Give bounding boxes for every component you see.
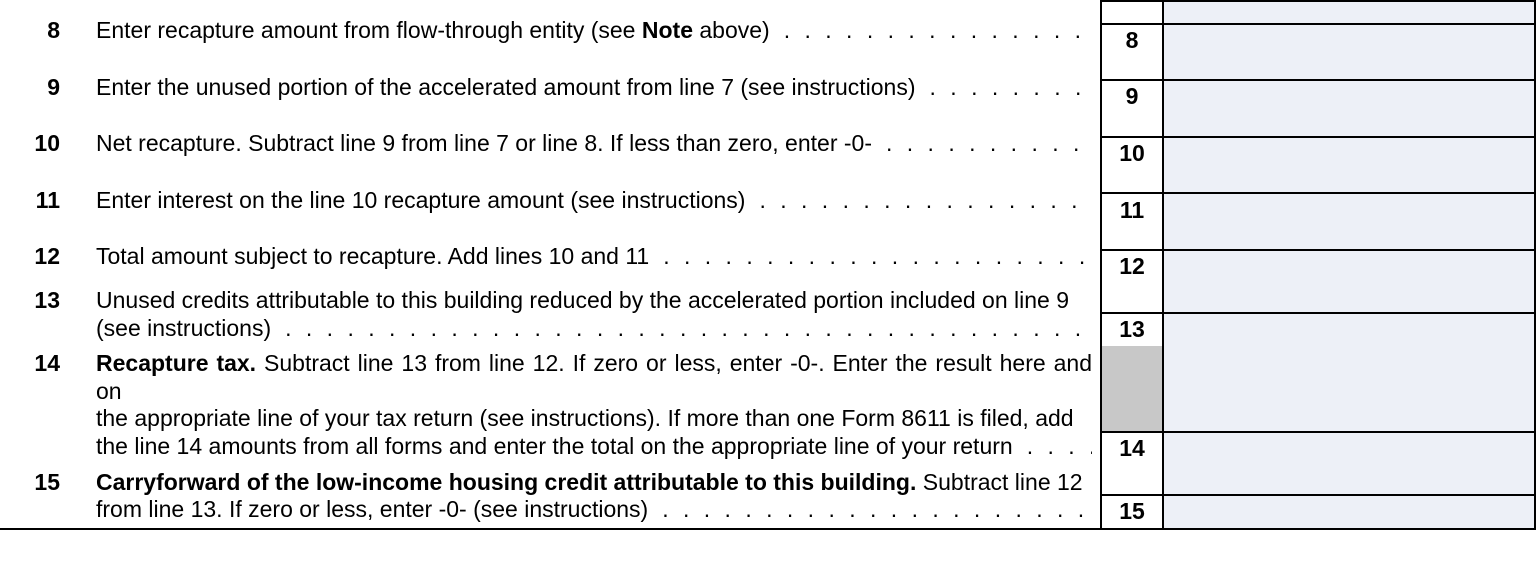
line-9-row: 9 Enter the unused portion of the accele…: [0, 57, 1536, 114]
line-15-text-line1-post: Subtract line 12: [916, 469, 1082, 495]
line-15-row: 15 Carryforward of the low-income housin…: [0, 465, 1536, 530]
line-12-amount[interactable]: [1164, 251, 1534, 283]
line-9-amount-col: [1164, 57, 1536, 114]
line-12-text: Total amount subject to recapture. Add l…: [96, 243, 649, 269]
line-11-text: Enter interest on the line 10 recapture …: [96, 187, 745, 213]
line-13-row: 13 Unused credits attributable to this b…: [0, 283, 1536, 346]
line-15-amount-col: [1164, 465, 1536, 528]
line-9-text-wrap: Enter the unused portion of the accelera…: [64, 57, 1100, 114]
line-12-text-wrap: Total amount subject to recapture. Add l…: [64, 226, 1100, 283]
line-10-text-wrap: Net recapture. Subtract line 9 from line…: [64, 113, 1100, 170]
line-8-text-bold: Note: [642, 17, 693, 43]
line-15-box-label: 15: [1102, 496, 1162, 528]
line-12-row: 12 Total amount subject to recapture. Ad…: [0, 226, 1536, 283]
line-13-text-wrap: Unused credits attributable to this buil…: [64, 283, 1100, 346]
line-14-row: 14 Recapture tax. Subtract line 13 from …: [0, 346, 1536, 464]
line-10-row: 10 Net recapture. Subtract line 9 from l…: [0, 113, 1536, 170]
line-15-number: 15: [0, 465, 64, 528]
line-10-label-box: 10: [1100, 113, 1164, 170]
line-9-text: Enter the unused portion of the accelera…: [96, 74, 916, 100]
line-8-amount[interactable]: [1164, 25, 1534, 57]
line-13-label-box: 13: [1100, 283, 1164, 346]
line-13-box-label: 13: [1102, 314, 1162, 346]
line-14-text-wrap: Recapture tax. Subtract line 13 from lin…: [64, 346, 1100, 464]
line-15-label-box: 15: [1100, 465, 1164, 528]
line-14-lead: Recapture tax.: [96, 350, 256, 376]
line-12-number: 12: [0, 226, 64, 283]
line-14-text-line3: the line 14 amounts from all forms and e…: [96, 433, 1013, 459]
line-11-amount[interactable]: [1164, 194, 1534, 226]
line-12-amount-col: [1164, 226, 1536, 283]
line-12-label-box: 12: [1100, 226, 1164, 283]
line-8-number: 8: [0, 0, 64, 57]
line-13-number: 13: [0, 283, 64, 346]
line-10-number: 10: [0, 113, 64, 170]
line-9-box-label: 9: [1102, 81, 1162, 113]
line-8-amount-col: [1164, 0, 1536, 57]
line-10-text: Net recapture. Subtract line 9 from line…: [96, 130, 872, 156]
line-15-text-line2: from line 13. If zero or less, enter -0-…: [96, 496, 648, 522]
line-11-box-label: 11: [1102, 194, 1162, 226]
line-14-box-label: 14: [1102, 433, 1162, 465]
line-8-text: Enter recapture amount from flow-through…: [64, 0, 1100, 57]
line-11-amount-col: [1164, 170, 1536, 227]
line-8-label-box: 8: [1100, 0, 1164, 57]
line-10-amount[interactable]: [1164, 138, 1534, 170]
line-9-label-box: 9: [1100, 57, 1164, 114]
line-15-lead: Carryforward of the low-income housing c…: [96, 469, 916, 495]
line-15-text-wrap: Carryforward of the low-income housing c…: [64, 465, 1100, 528]
line-9-number: 9: [0, 57, 64, 114]
line-8-text-pre: Enter recapture amount from flow-through…: [96, 17, 642, 43]
line-11-row: 11 Enter interest on the line 10 recaptu…: [0, 170, 1536, 227]
line-15-amount[interactable]: [1164, 496, 1534, 528]
line-14-number: 14: [0, 346, 64, 464]
line-13-text-line1: Unused credits attributable to this buil…: [96, 287, 1069, 313]
line-14-amount-col: [1164, 346, 1536, 464]
line-14-amount[interactable]: [1164, 433, 1534, 465]
line-12-box-label: 12: [1102, 251, 1162, 283]
form-section: 8 Enter recapture amount from flow-throu…: [0, 0, 1536, 530]
line-14-text-line2: the appropriate line of your tax return …: [96, 405, 1074, 431]
line-11-label-box: 11: [1100, 170, 1164, 227]
line-10-amount-col: [1164, 113, 1536, 170]
line-14-label-box: 14: [1100, 346, 1164, 464]
line-13-amount-col: [1164, 283, 1536, 346]
line-11-text-wrap: Enter interest on the line 10 recapture …: [64, 170, 1100, 227]
line-10-box-label: 10: [1102, 138, 1162, 170]
line-8-row: 8 Enter recapture amount from flow-throu…: [0, 0, 1536, 57]
line-8-text-post: above): [693, 17, 770, 43]
line-9-amount[interactable]: [1164, 81, 1534, 113]
line-8-box-label: 8: [1102, 25, 1162, 57]
line-11-number: 11: [0, 170, 64, 227]
line-13-text-line2: (see instructions): [96, 315, 271, 341]
line-13-amount[interactable]: [1164, 314, 1534, 346]
